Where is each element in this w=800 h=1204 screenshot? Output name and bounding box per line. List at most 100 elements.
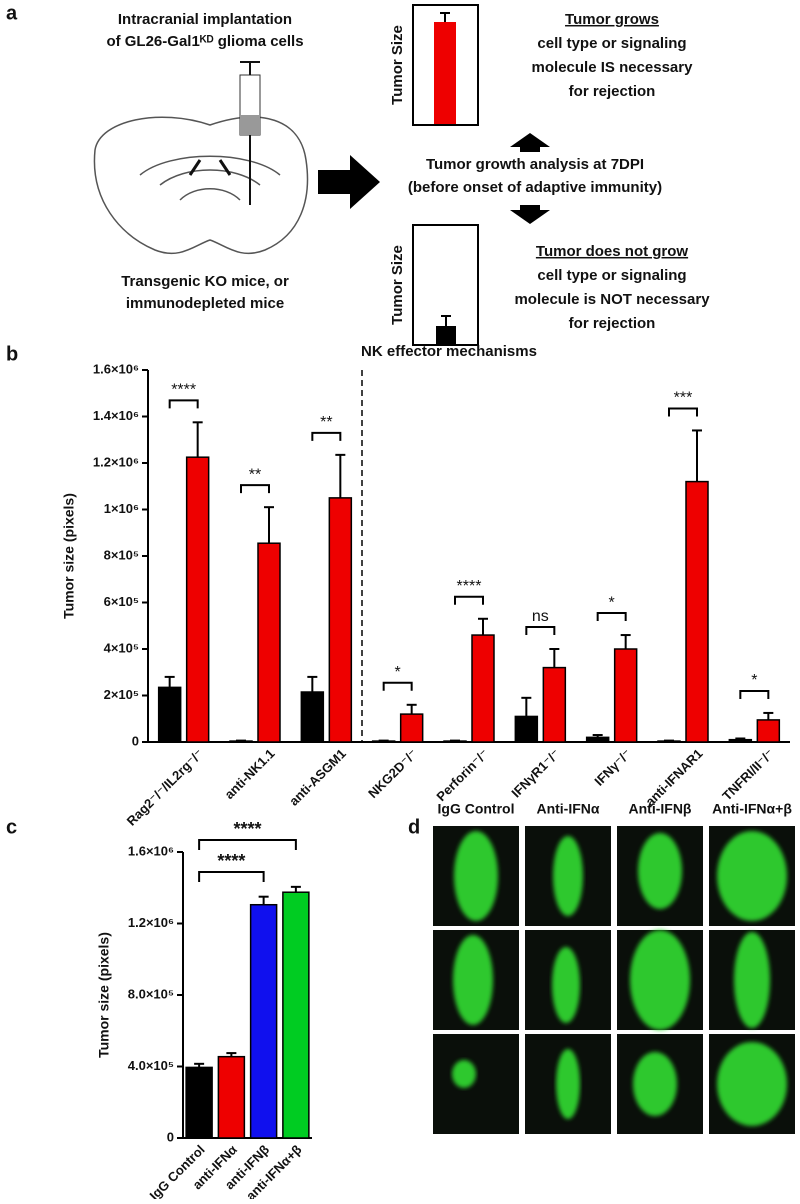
tumor-signal (734, 932, 770, 1028)
sig-label: **** (217, 851, 245, 871)
bar (685, 480, 709, 743)
tumor-signal (717, 1042, 787, 1126)
tumor-signal (638, 833, 682, 909)
mini-bar (436, 326, 456, 344)
tumor-signal (454, 831, 498, 921)
analysis-text: Tumor growth analysis at 7DPI (426, 156, 644, 173)
sig-label: ns (532, 608, 549, 625)
tumor-signal (552, 947, 580, 1023)
y-tick-label: 8.0×10⁵ (128, 986, 174, 1001)
sig-label: ** (320, 414, 332, 431)
sig-label: * (751, 672, 757, 689)
chart-title: NK effector mechanisms (361, 343, 537, 360)
y-tick-label: 1.2×10⁶ (128, 915, 174, 930)
y-tick-label: 1×10⁶ (104, 501, 139, 516)
syringe (239, 61, 261, 205)
x-tick-label: anti-NK1.1 (221, 746, 277, 802)
bar (514, 715, 539, 743)
x-tick-label: Perforin⁻/⁻ (433, 746, 491, 804)
axis-label: Tumor Size (389, 245, 406, 325)
tumor-signal (453, 935, 493, 1025)
bar (157, 686, 182, 743)
mice-text: Transgenic KO mice, or (121, 273, 289, 290)
x-tick-label: anti-ASGM1 (286, 746, 349, 809)
bar (217, 1055, 246, 1139)
mini-chart (412, 224, 479, 346)
image-grid: IgG Control Anti-IFNα Anti-IFNβ Anti-IFNα+β (433, 801, 795, 1134)
implant-text: of GL26-Gal1ᴷᴰ glioma cells (106, 33, 303, 50)
y-axis-label: Tumor size (pixels) (61, 493, 77, 619)
outcome-text: cell type or signaling (537, 35, 686, 52)
x-tick-label: NKG2D⁻/⁻ (365, 746, 420, 801)
sig-label: **** (457, 578, 482, 595)
y-tick-label: 4×10⁵ (104, 640, 139, 655)
implant-text: Intracranial implantation (118, 11, 292, 28)
panel-label: c (6, 816, 17, 838)
tumor-signal (630, 930, 690, 1030)
outcome-text: for rejection (569, 315, 656, 332)
panel-label: b (6, 343, 18, 365)
mini-error (440, 12, 450, 22)
sig-bracket (596, 612, 627, 622)
sig-bracket (454, 595, 484, 605)
bar (728, 738, 753, 743)
outcome-heading: Tumor does not grow (536, 243, 689, 260)
panel-label: d (408, 816, 420, 838)
bar (657, 740, 681, 743)
outcome-text: molecule is NOT necessary (514, 291, 710, 308)
panel-label: a (6, 2, 18, 24)
micrograph (433, 1034, 519, 1134)
arrow (318, 155, 380, 209)
sig-bracket (382, 681, 413, 691)
column-header: Anti-IFNα (536, 801, 599, 817)
tumor-signal (633, 1052, 677, 1116)
bar (229, 740, 253, 743)
x-tick-label: anti-IFNAR1 (642, 746, 705, 809)
y-tick-label: 4.0×10⁵ (128, 1058, 174, 1073)
sig-label: *** (674, 390, 693, 407)
y-axis-label: Tumor size (pixels) (96, 932, 112, 1058)
sig-label: * (609, 594, 615, 611)
x-tick-label: TNFRI/II⁻/⁻ (719, 746, 777, 804)
bar (300, 691, 325, 743)
brain-drawing (93, 116, 309, 255)
bar (443, 740, 467, 743)
mini-error (441, 315, 451, 326)
bar (585, 736, 610, 743)
bar (613, 648, 638, 743)
outcome-heading: Tumor grows (565, 11, 659, 28)
axis-label: Tumor Size (389, 25, 406, 105)
y-tick-label: 0 (132, 733, 139, 748)
analysis-text: (before onset of adaptive immunity) (408, 179, 662, 196)
bar (399, 713, 424, 743)
bar (328, 497, 353, 743)
sig-bracket (240, 484, 270, 494)
mini-chart (412, 4, 479, 126)
bar (282, 891, 310, 1139)
bar (471, 634, 495, 743)
tumor-signal (556, 1049, 580, 1119)
sig-bracket (311, 431, 342, 441)
sig-label: ** (249, 466, 261, 483)
column-header: IgG Control (438, 801, 515, 817)
sig-bracket (525, 626, 556, 635)
arrow-up (510, 133, 550, 152)
tumor-signal (452, 1060, 476, 1088)
sig-bracket (168, 399, 199, 409)
bar (257, 542, 281, 743)
column-header: Anti-IFNα+β (712, 801, 792, 817)
sig-bracket (668, 407, 698, 417)
y-tick-label: 1.6×10⁶ (128, 843, 174, 858)
sig-bracket (198, 871, 265, 882)
sig-label: **** (171, 382, 196, 399)
x-tick-label: IFNγ⁻/⁻ (591, 746, 634, 789)
x-tick-label: Rag2⁻/⁻/IL2rg⁻/⁻ (124, 746, 207, 829)
y-tick-label: 1.2×10⁶ (93, 454, 139, 469)
y-tick-label: 8×10⁵ (104, 547, 139, 562)
y-tick-label: 1.6×10⁶ (93, 361, 139, 376)
y-tick-label: 1.4×10⁶ (93, 408, 139, 423)
outcome-text: molecule IS necessary (532, 59, 694, 76)
sig-bracket (739, 689, 770, 699)
y-tick-label: 2×10⁵ (104, 687, 139, 702)
